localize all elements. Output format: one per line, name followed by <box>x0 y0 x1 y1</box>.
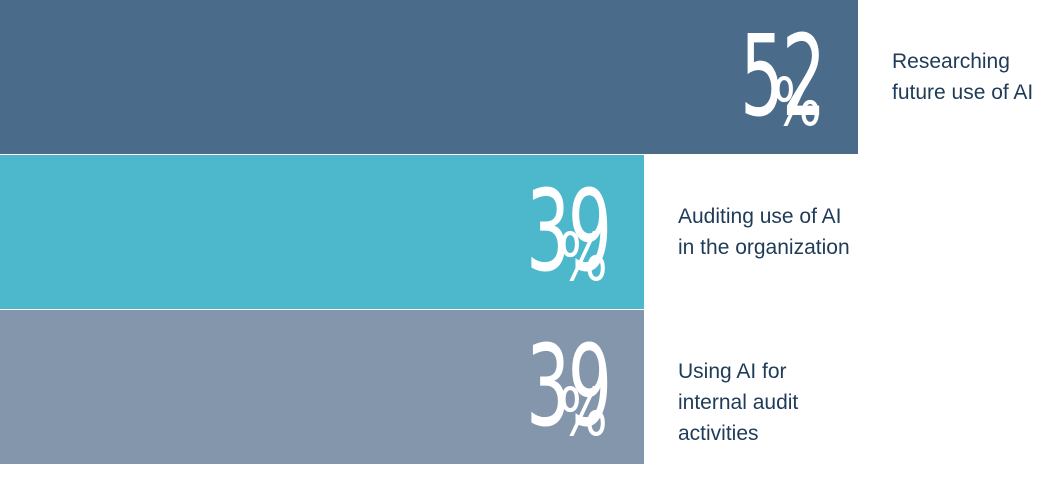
horizontal-bar-chart: 52% Researching future use of AI 39% Auditi… <box>0 0 1034 464</box>
category-label: Auditing use of AI in the organization <box>678 205 850 259</box>
value-number: 39 <box>525 167 612 297</box>
value-number: 39 <box>525 322 612 452</box>
bar-1: 52% <box>0 0 858 154</box>
category-label: Using AI for internal audit activities <box>678 360 799 445</box>
category-label: Researching future use of AI <box>892 50 1034 104</box>
bar-value-label: 39% <box>475 155 612 309</box>
percent-sign: % <box>559 219 608 296</box>
bar-3: 39% <box>0 310 644 464</box>
percent-sign: % <box>559 374 608 451</box>
percent-sign: % <box>773 64 822 141</box>
value-number: 52 <box>739 12 826 142</box>
bar-value-label: 39% <box>475 310 612 464</box>
bar-2: 39% <box>0 155 644 309</box>
bar-value-label: 52% <box>689 0 826 154</box>
